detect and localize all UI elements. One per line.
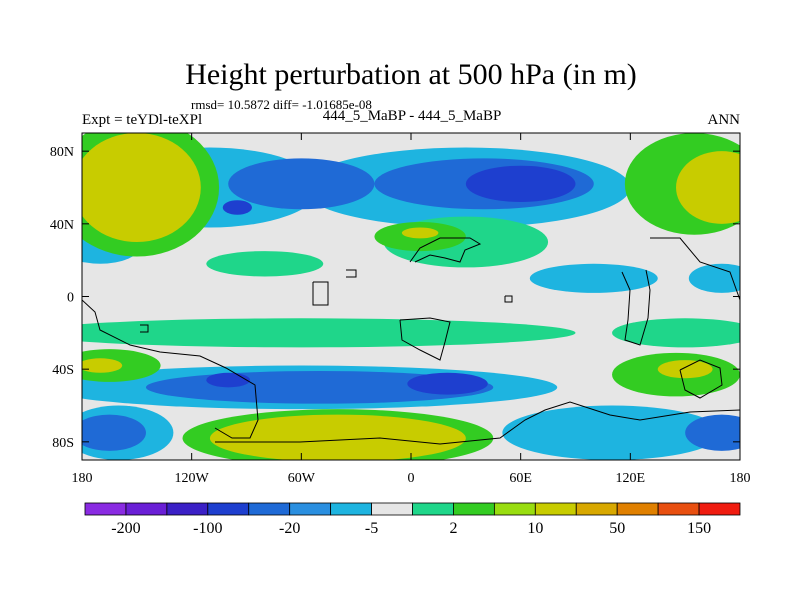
colorbar-swatch [493, 502, 536, 516]
map-panel [81, 132, 741, 461]
y-axis: 80N 40N 0 40S 80S [50, 145, 740, 451]
y-tick-label: 40N [50, 218, 74, 233]
colorbar-label: -5 [365, 520, 378, 537]
contour-region [82, 358, 123, 373]
colorbar-swatch [371, 502, 413, 516]
contour-region [612, 318, 740, 348]
contour-region [529, 263, 658, 293]
contour-region [82, 414, 146, 451]
contour-region [209, 414, 466, 460]
colorbar [84, 502, 741, 516]
contour-region [407, 372, 488, 395]
contour-region [688, 263, 740, 293]
colorbar-swatch [207, 502, 250, 516]
colorbar-swatch [330, 502, 372, 516]
colorbar-label: -100 [193, 520, 222, 537]
colorbar-label: -200 [111, 520, 140, 537]
colorbar-swatch [248, 502, 291, 516]
colorbar-swatch [125, 502, 168, 516]
colorbar-swatch [166, 502, 209, 516]
y-tick-label: 0 [67, 291, 74, 306]
x-tick-label: 180 [72, 471, 93, 486]
colorbar-swatch [453, 502, 495, 516]
x-tick-label: 60W [288, 471, 316, 486]
contour-region [206, 251, 324, 277]
coastline [82, 237, 740, 445]
chart-title: Height perturbation at 500 hPa (in m) [185, 58, 637, 91]
x-tick-label: 120W [175, 471, 210, 486]
colorbar-label: 50 [609, 520, 625, 537]
x-tick-label: 60E [509, 471, 532, 486]
colorbar-label: 150 [687, 520, 711, 537]
colorbar-swatch [575, 502, 618, 516]
x-tick-label: 180 [730, 471, 751, 486]
colorbar-label: 10 [527, 520, 543, 537]
y-tick-label: 80N [50, 145, 74, 160]
contour-region [82, 318, 576, 348]
colorbar-label: -20 [279, 520, 300, 537]
colorbar-swatch [412, 502, 454, 516]
contour-region [82, 133, 201, 242]
y-tick-label: 80S [52, 436, 74, 451]
contour-region [401, 227, 439, 239]
colorbar-label: 2 [449, 520, 457, 537]
colorbar-swatch [616, 502, 659, 516]
expt-label: Expt = teYDl-teXPl [82, 112, 202, 128]
season-label: ANN [708, 112, 741, 128]
contour-fields [82, 133, 740, 460]
x-tick-label: 120E [616, 471, 646, 486]
colorbar-swatch [657, 502, 700, 516]
contour-region [465, 165, 576, 203]
contour-region [206, 372, 251, 388]
colorbar-swatch [289, 502, 332, 516]
stats-text: rmsd= 10.5872 diff= -1.01685e-08 [191, 97, 372, 112]
contour-region [685, 414, 740, 451]
colorbar-swatch [698, 502, 741, 516]
colorbar-swatch [534, 502, 577, 516]
contour-region [657, 360, 713, 379]
contour-region [228, 158, 375, 210]
contour-region [502, 405, 722, 460]
case-label: 444_5_MaBP - 444_5_MaBP [323, 108, 502, 124]
colorbar-swatch [84, 502, 127, 516]
x-tick-label: 0 [408, 471, 415, 486]
colorbar-labels: -200 -100 -20 -5 2 10 50 150 [111, 520, 711, 537]
contour-region [222, 200, 252, 215]
contour-region [676, 151, 740, 224]
y-tick-label: 40S [52, 363, 74, 378]
x-axis: 180 120W 60W 0 60E 120E 180 [72, 133, 751, 486]
